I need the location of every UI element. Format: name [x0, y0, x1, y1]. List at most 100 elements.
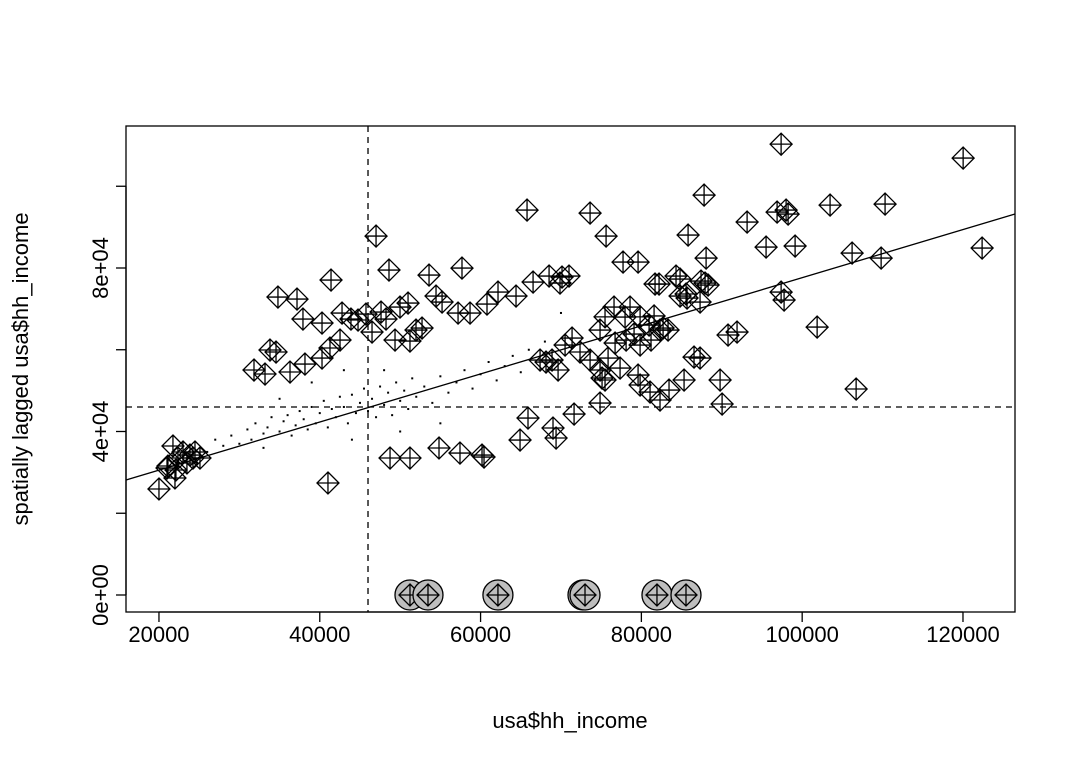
point [282, 420, 285, 423]
influential-point [776, 202, 801, 227]
point [298, 410, 301, 413]
influential-point [516, 406, 540, 430]
point [342, 369, 345, 372]
point [367, 410, 370, 413]
point [527, 348, 530, 351]
influential-point [147, 477, 171, 501]
influential-point [508, 428, 532, 452]
influential-point [164, 458, 188, 482]
point [362, 387, 365, 390]
influential-point [316, 471, 340, 495]
influential-point [521, 270, 545, 294]
influential-point [541, 416, 565, 440]
influential-point [557, 264, 581, 288]
x-tick-label: 40000 [289, 622, 350, 647]
point [479, 373, 482, 376]
point [439, 375, 442, 378]
influential-point [450, 256, 474, 280]
point [399, 399, 402, 402]
x-tick-label: 100000 [765, 622, 838, 647]
point [391, 414, 394, 417]
point [290, 434, 293, 437]
influential-point [360, 320, 384, 344]
influential-point [364, 224, 388, 248]
point [302, 418, 305, 421]
point [322, 399, 325, 402]
point [306, 428, 309, 431]
influential-point [369, 300, 393, 324]
influential-point [544, 426, 568, 450]
point [250, 438, 253, 441]
influential-point [398, 446, 422, 470]
point [543, 340, 546, 343]
influential-point [242, 358, 266, 382]
influential-point [618, 295, 642, 319]
point [262, 432, 265, 435]
influential-point [672, 368, 696, 392]
influential-point [648, 318, 672, 342]
point [439, 422, 442, 425]
influential-point [603, 331, 628, 355]
point [350, 393, 353, 396]
point [495, 379, 498, 382]
point [411, 377, 414, 380]
x-axis-title: usa$hh_income [492, 708, 647, 733]
influential-point [664, 264, 688, 288]
influential-point [515, 198, 539, 222]
point [354, 412, 357, 415]
influential-point [475, 292, 499, 316]
influential-point [772, 288, 797, 312]
point [230, 434, 233, 437]
influential-point [377, 258, 401, 282]
y-axis-title: spatially lagged usa$hh_income [8, 212, 33, 525]
x-tick-label: 20000 [128, 622, 189, 647]
influential-point [424, 284, 448, 308]
influential-point [692, 183, 717, 207]
influential-point [383, 328, 407, 352]
influential-point [873, 192, 897, 216]
y-tick-label: 0e+00 [88, 564, 113, 626]
point [238, 442, 241, 445]
influential-point [869, 246, 894, 270]
point [503, 365, 506, 368]
point [447, 391, 450, 394]
point [246, 428, 249, 431]
influential-point [694, 246, 719, 270]
influential-point [472, 445, 496, 469]
circled-diamond [674, 583, 698, 607]
influential-point [588, 391, 612, 415]
influential-point [626, 250, 650, 274]
influential-point [844, 377, 869, 401]
point [511, 354, 514, 357]
point [471, 387, 474, 390]
influential-point [417, 263, 441, 287]
influential-point [266, 285, 290, 309]
point [407, 408, 410, 411]
influential-point [398, 329, 422, 353]
influential-point [710, 392, 735, 416]
point [371, 397, 374, 400]
influential-point [410, 316, 434, 340]
x-tick-label: 60000 [450, 622, 511, 647]
point [423, 385, 426, 388]
influential-point [626, 363, 650, 387]
point [254, 422, 257, 425]
point [415, 395, 418, 398]
influential-point [285, 287, 309, 311]
point [262, 446, 265, 449]
influential-point [735, 210, 760, 234]
influential-point [708, 368, 733, 392]
point [350, 438, 353, 441]
point [395, 381, 398, 384]
influential-point [264, 340, 288, 364]
influential-point [293, 352, 317, 376]
point [326, 426, 329, 429]
influential-point [951, 146, 976, 171]
influential-point [396, 291, 420, 315]
point [314, 422, 317, 425]
circled-diamond [573, 583, 597, 607]
influential-point [688, 346, 712, 370]
point [358, 401, 361, 404]
point [346, 422, 349, 425]
